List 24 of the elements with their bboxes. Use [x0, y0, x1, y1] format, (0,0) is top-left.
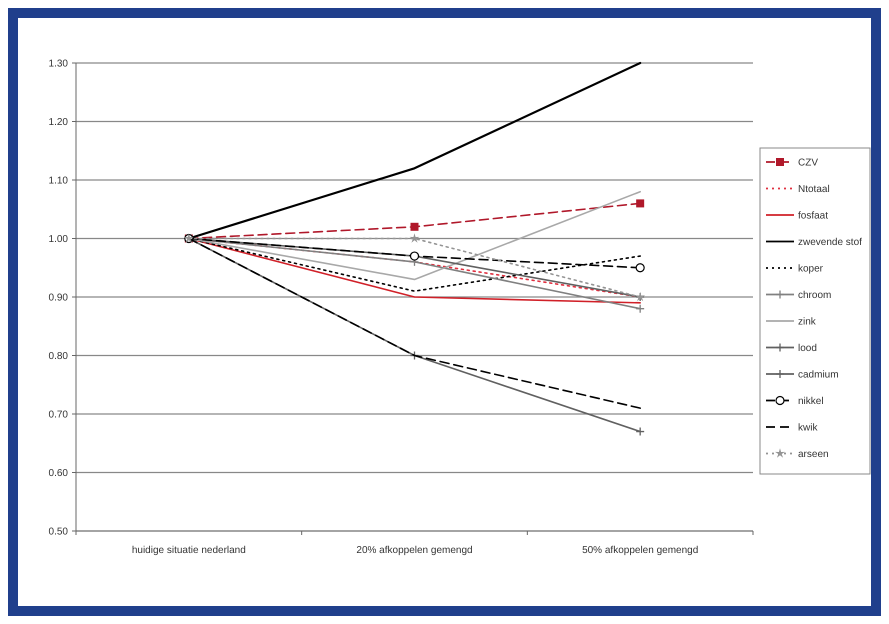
- y-tick-label: 1.10: [48, 176, 68, 186]
- y-tick-label: 1.30: [48, 58, 68, 70]
- legend-label: chroom: [798, 290, 832, 301]
- x-tick-label: huidige situatie nederland: [132, 545, 246, 556]
- y-tick-label: 0.80: [48, 351, 68, 362]
- x-tick-label: 20% afkoppelen gemengd: [356, 545, 473, 556]
- legend-label: arseen: [798, 449, 829, 460]
- legend-label: nikkel: [798, 396, 824, 407]
- legend-label: fosfaat: [798, 210, 828, 222]
- legend-label: Ntotaal: [798, 184, 830, 195]
- y-tick-label: 0.90: [48, 292, 68, 304]
- legend-label: CZV: [798, 158, 818, 168]
- x-tick-label: 50% afkoppelen gemengd: [582, 545, 698, 556]
- y-tick-label: 0.70: [48, 410, 68, 420]
- legend-label: zwevende stof: [798, 237, 862, 248]
- legend-label: cadmium: [798, 370, 839, 380]
- legend-label: koper: [798, 264, 824, 274]
- y-tick-label: 1.00: [48, 234, 68, 245]
- y-tick-label: 0.50: [48, 526, 68, 538]
- legend-label: lood: [798, 343, 817, 354]
- legend-label: zink: [798, 316, 817, 328]
- y-tick-label: 1.20: [48, 117, 68, 128]
- legend-label: kwik: [798, 422, 818, 434]
- y-tick-label: 0.60: [48, 468, 68, 479]
